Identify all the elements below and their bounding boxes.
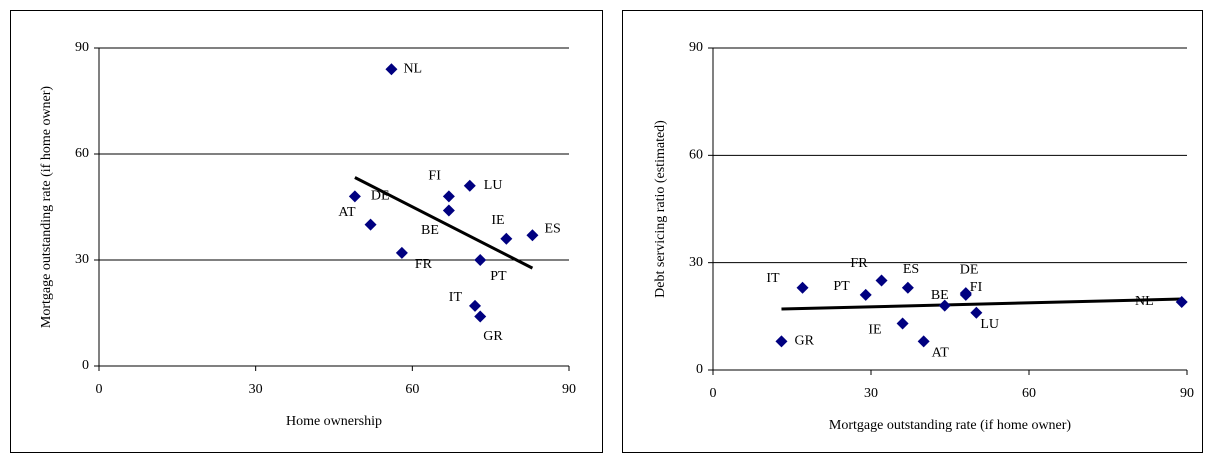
point-label: PT (490, 269, 507, 284)
data-point (875, 274, 888, 287)
x-tick-label: 0 (96, 382, 103, 397)
point-label: DE (371, 189, 390, 204)
data-point (896, 317, 909, 330)
data-point (901, 281, 914, 294)
point-label: DE (960, 262, 979, 277)
x-tick-label: 90 (562, 382, 576, 397)
x-axis-title: Mortgage outstanding rate (if home owner… (829, 418, 1072, 433)
point-label: ES (544, 221, 560, 236)
data-point (348, 190, 361, 203)
point-label: NL (403, 61, 422, 76)
point-label: GR (483, 329, 503, 344)
point-label: LU (484, 178, 503, 193)
point-label: FR (415, 257, 433, 272)
x-axis-title: Home ownership (286, 414, 382, 429)
point-label: IT (766, 271, 780, 286)
point-label: IE (868, 323, 881, 338)
data-point (395, 246, 408, 259)
data-point (463, 179, 476, 192)
data-point (500, 232, 513, 245)
data-point (442, 204, 455, 217)
data-point (474, 310, 487, 323)
data-point (970, 306, 983, 319)
y-tick-label: 0 (82, 358, 89, 373)
point-label: IT (449, 290, 463, 305)
point-label: AT (338, 205, 356, 220)
point-label: ES (903, 262, 919, 277)
data-point (469, 299, 481, 312)
data-point (959, 288, 972, 301)
x-tick-label: 60 (1022, 386, 1036, 401)
data-point (1175, 296, 1188, 309)
y-tick-label: 0 (696, 362, 703, 377)
data-point (364, 218, 377, 231)
data-point (385, 63, 398, 76)
data-point (775, 335, 788, 348)
y-axis-title: Debt servicing ratio (estimated) (653, 120, 668, 298)
x-tick-label: 90 (1180, 386, 1194, 401)
y-tick-label: 30 (689, 255, 703, 270)
data-point (917, 335, 930, 348)
x-tick-label: 60 (405, 382, 419, 397)
y-tick-label: 90 (75, 40, 89, 55)
x-tick-label: 0 (710, 386, 717, 401)
x-tick-label: 30 (864, 386, 878, 401)
data-point (474, 254, 487, 266)
point-label: IE (491, 213, 504, 228)
data-point (442, 190, 455, 203)
point-label: FI (428, 169, 441, 184)
data-point (859, 288, 872, 301)
point-label: NL (1135, 294, 1154, 309)
y-tick-label: 60 (75, 146, 89, 161)
y-tick-label: 90 (689, 40, 703, 55)
data-point (796, 281, 809, 294)
data-point (938, 299, 951, 312)
y-axis-title: Mortgage outstanding rate (if home owner… (39, 86, 54, 329)
point-label: BE (931, 288, 949, 303)
panel-frame (10, 10, 603, 453)
point-label: FI (970, 280, 983, 295)
panel-frame (622, 10, 1203, 453)
point-label: PT (833, 279, 850, 294)
point-label: AT (932, 346, 950, 361)
data-point (526, 229, 539, 242)
point-label: FR (850, 256, 868, 271)
x-tick-label: 30 (249, 382, 263, 397)
y-tick-label: 60 (689, 148, 703, 163)
point-label: BE (421, 223, 439, 238)
point-label: GR (794, 334, 814, 349)
point-label: LU (980, 317, 999, 332)
trendline (354, 176, 534, 270)
trendline (781, 297, 1182, 311)
y-tick-label: 30 (75, 252, 89, 267)
